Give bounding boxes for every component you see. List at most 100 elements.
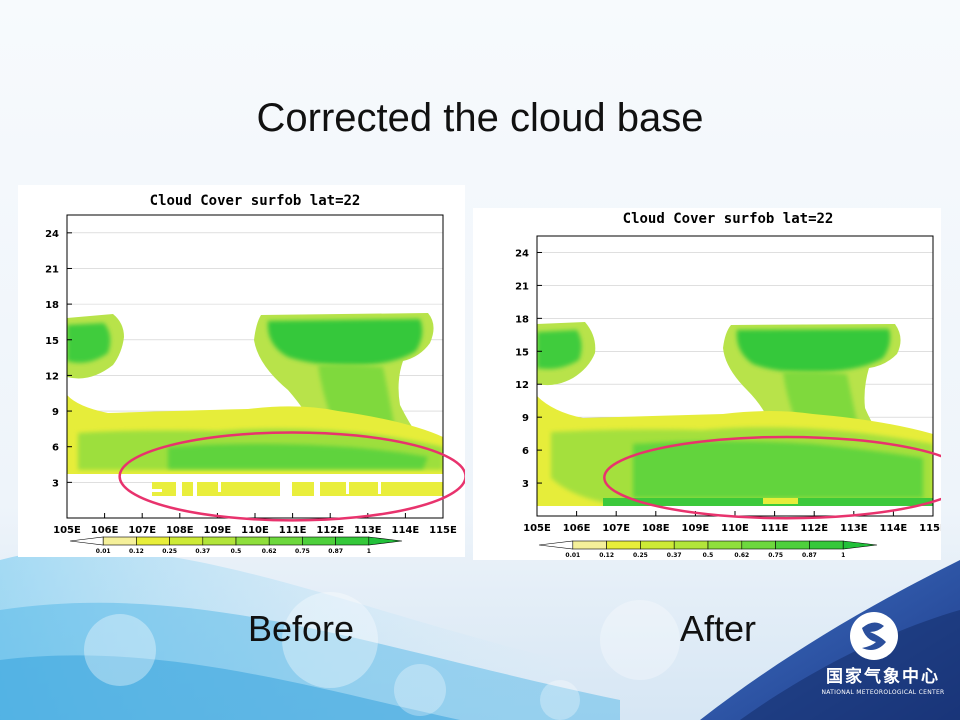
highlight-ellipse bbox=[603, 435, 941, 520]
colorbar-swatch bbox=[809, 540, 844, 550]
x-tick-label: 109E bbox=[204, 525, 232, 536]
cloud-base-patch bbox=[763, 498, 798, 504]
colorbar-swatch bbox=[368, 536, 403, 546]
colorbar-swatch bbox=[302, 536, 336, 546]
chart-panel-before: Cloud Cover surfob lat=22 bbox=[18, 185, 465, 557]
y-tick-label: 6 bbox=[522, 446, 529, 457]
x-tick-label: 111E bbox=[761, 523, 789, 534]
colorbar-swatch bbox=[136, 536, 170, 546]
colorbar-swatch bbox=[775, 540, 810, 550]
colorbar-label: 0.87 bbox=[328, 548, 343, 555]
colorbar-swatch bbox=[640, 540, 675, 550]
colorbar-swatch bbox=[169, 536, 204, 546]
y-tick-label: 6 bbox=[52, 443, 59, 454]
colorbar-label: 1 bbox=[841, 552, 845, 559]
cloud-fields bbox=[67, 313, 443, 500]
colorbar-swatch bbox=[572, 540, 607, 550]
axes: 3 6 9 12 15 18 21 24 105E 106E 107E 108E 109E 110E 111… bbox=[45, 229, 457, 536]
y-tick-label: 9 bbox=[522, 413, 529, 424]
nmc-emblem-icon bbox=[850, 612, 898, 660]
logo-text: 国家气象中心 NATIONAL METEOROLOGICAL CENTER bbox=[818, 662, 948, 696]
y-tick-label: 21 bbox=[45, 264, 59, 275]
chart-title: Cloud Cover surfob lat=22 bbox=[623, 211, 834, 227]
colorbar-label: 0.37 bbox=[667, 552, 682, 559]
chart-panel-after: Cloud Cover surfob lat=22 3 6 9 12 15 18 21 24 1… bbox=[473, 208, 941, 560]
highlight-ellipse bbox=[118, 431, 465, 522]
x-tick-label: 107E bbox=[602, 523, 630, 534]
colorbar-swatch bbox=[202, 536, 237, 546]
y-tick-label: 18 bbox=[515, 314, 529, 325]
logo-name-en: NATIONAL METEOROLOGICAL CENTER bbox=[821, 689, 945, 696]
colorbar-swatch bbox=[707, 540, 743, 550]
y-tick-label: 18 bbox=[45, 300, 59, 311]
x-tick-label: 114E bbox=[392, 525, 420, 536]
x-tick-label: 110E bbox=[721, 523, 749, 534]
y-tick-label: 15 bbox=[515, 347, 529, 358]
x-tick-label: 114E bbox=[880, 523, 908, 534]
x-tick-label: 112E bbox=[800, 523, 828, 534]
colorbar-swatch bbox=[268, 536, 303, 546]
colorbar-swatch bbox=[102, 536, 137, 546]
x-tick-label: 108E bbox=[642, 523, 670, 534]
colorbar: 0.01 0.12 0.25 0.37 0.5 0.62 0.75 0.87 1 bbox=[69, 536, 403, 555]
colorbar-swatch bbox=[69, 536, 104, 546]
colorbar-swatch bbox=[335, 536, 370, 546]
colorbar-label: 0.12 bbox=[129, 548, 144, 555]
x-tick-label: 109E bbox=[682, 523, 710, 534]
caption-before: Before bbox=[248, 608, 355, 649]
x-tick-label: 108E bbox=[166, 525, 194, 536]
y-tick-label: 12 bbox=[515, 380, 529, 391]
colorbar-label: 0.25 bbox=[633, 552, 648, 559]
x-tick-label: 112E bbox=[316, 525, 344, 536]
colorbar-swatch bbox=[538, 540, 574, 550]
colorbar-label: 0.5 bbox=[703, 552, 714, 559]
cloud-region-upper-left-core bbox=[537, 330, 582, 369]
colorbar-swatch bbox=[606, 540, 641, 550]
y-tick-label: 24 bbox=[45, 229, 59, 240]
colorbar-label: 1 bbox=[367, 548, 371, 555]
y-tick-label: 9 bbox=[52, 407, 59, 418]
x-tick-label: 105E bbox=[523, 523, 551, 534]
cloud-region-low-layer-dense bbox=[168, 444, 428, 469]
cloud-region-upper-right-core bbox=[736, 329, 891, 373]
y-tick-label: 3 bbox=[522, 479, 529, 490]
caption-after: After bbox=[680, 608, 757, 649]
cloud-region-upper-left-core bbox=[67, 323, 111, 363]
x-tick-label: 111E bbox=[279, 525, 307, 536]
colorbar-swatch bbox=[235, 536, 270, 546]
x-tick-label: 105E bbox=[53, 525, 81, 536]
slide-title: Corrected the cloud base bbox=[256, 96, 704, 140]
x-tick-label: 113E bbox=[840, 523, 868, 534]
colorbar-label: 0.75 bbox=[768, 552, 783, 559]
heatmap-before: Cloud Cover surfob lat=22 bbox=[45, 193, 465, 555]
y-tick-label: 21 bbox=[515, 281, 529, 292]
x-tick-label: 106E bbox=[563, 523, 591, 534]
colorbar-swatch bbox=[842, 540, 878, 550]
cloud-base-gap bbox=[67, 474, 443, 482]
colorbar: 0.01 0.12 0.25 0.37 0.5 0.62 0.75 0.87 1 bbox=[538, 540, 878, 559]
y-tick-label: 3 bbox=[52, 478, 59, 489]
cloud-region-upper-right-core bbox=[267, 319, 423, 366]
x-tick-label: 115E bbox=[429, 525, 457, 536]
colorbar-swatch bbox=[741, 540, 776, 550]
colorbar-label: 0.12 bbox=[599, 552, 614, 559]
broken-cloud-base bbox=[152, 482, 443, 500]
y-tick-label: 24 bbox=[515, 248, 529, 259]
x-tick-label: 107E bbox=[128, 525, 156, 536]
colorbar-label: 0.5 bbox=[231, 548, 242, 555]
x-tick-label: 106E bbox=[91, 525, 119, 536]
colorbar-label: 0.62 bbox=[734, 552, 749, 559]
colorbar-label: 0.87 bbox=[802, 552, 817, 559]
colorbar-label: 0.01 bbox=[96, 548, 111, 555]
colorbar-label: 0.01 bbox=[565, 552, 580, 559]
x-tick-label: 110E bbox=[241, 525, 269, 536]
cloud-region-low-layer-dense bbox=[633, 441, 923, 498]
y-tick-label: 12 bbox=[45, 371, 59, 382]
colorbar-label: 0.75 bbox=[295, 548, 310, 555]
colorbar-label: 0.62 bbox=[262, 548, 277, 555]
heatmap-after: Cloud Cover surfob lat=22 3 6 9 12 15 18 21 24 1… bbox=[515, 211, 941, 559]
x-tick-label: 113E bbox=[354, 525, 382, 536]
colorbar-swatch bbox=[673, 540, 709, 550]
logo-name-cn: 国家气象中心 bbox=[826, 667, 940, 687]
chart-title: Cloud Cover surfob lat=22 bbox=[150, 193, 361, 209]
